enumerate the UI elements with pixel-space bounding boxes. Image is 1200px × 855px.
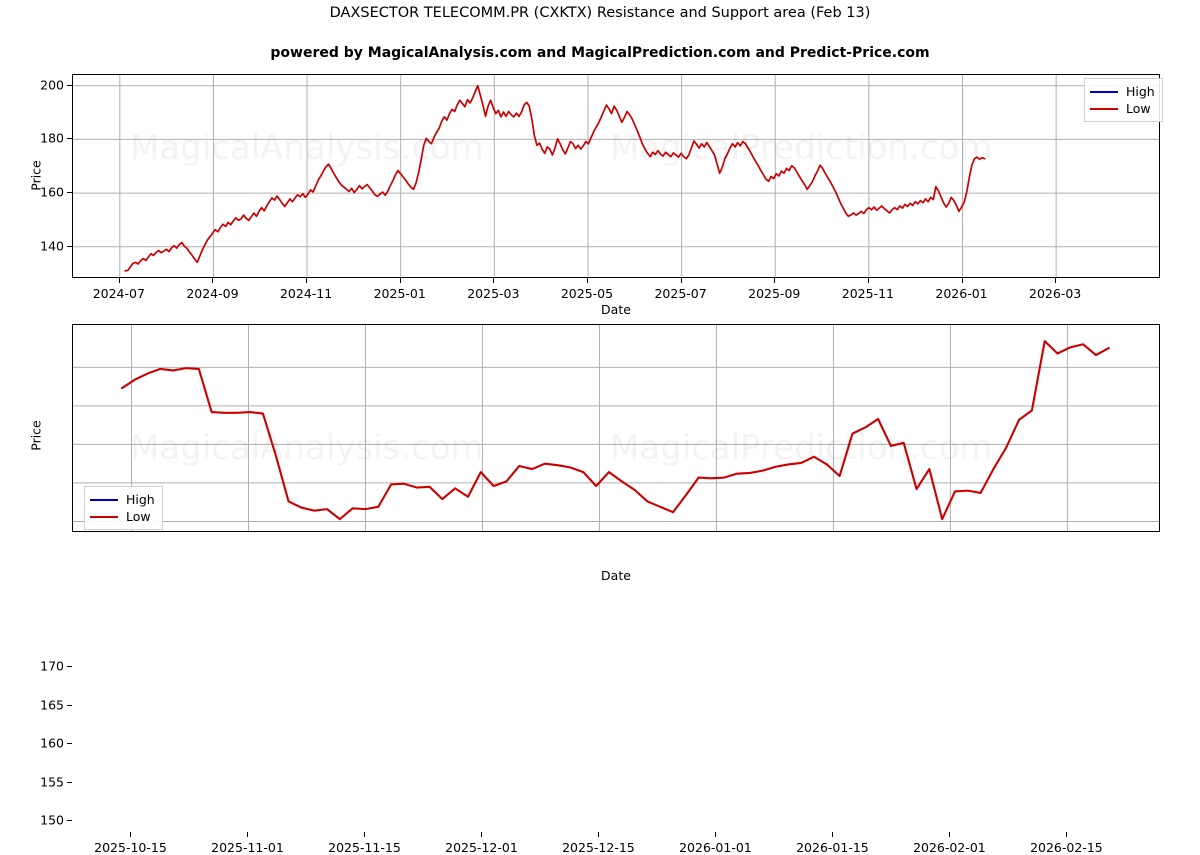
upper-chart-panel: Price Date 140 160 180 200 2024-07 2024-09 202… [0, 0, 1200, 317]
x-tick-label: 2026-03 [1029, 286, 1082, 301]
x-tick-mark [306, 278, 308, 283]
y-tick-label: 165 [40, 697, 64, 713]
legend-swatch-high [1090, 90, 1118, 93]
y-tick-mark [67, 820, 72, 822]
legend-label-low: Low [126, 509, 151, 524]
y-tick-label: 150 [40, 812, 64, 828]
y-tick-label: 200 [40, 77, 64, 93]
upper-legend[interactable]: High Low [1084, 78, 1163, 122]
x-tick-label: 2025-09 [748, 286, 801, 301]
x-tick-label: 2026-02-01 [913, 840, 986, 855]
x-tick-label: 2025-05 [560, 286, 614, 301]
legend-swatch-high [90, 498, 118, 501]
x-tick-label: 2025-11 [841, 286, 894, 301]
x-tick-label: 2025-12-01 [445, 840, 518, 855]
x-tick-label: 2025-11-01 [211, 840, 284, 855]
lower-legend[interactable]: High Low [84, 486, 163, 530]
x-tick-label: 2025-11-15 [328, 840, 401, 855]
legend-item-low[interactable]: Low [1090, 100, 1155, 117]
x-tick-label: 2025-12-15 [562, 840, 635, 855]
x-tick-label: 2025-07 [654, 286, 707, 301]
y-tick-mark [67, 245, 72, 247]
upper-plot-area [72, 74, 1160, 278]
x-tick-label: 2026-01-15 [796, 840, 869, 855]
x-tick-mark [832, 832, 834, 837]
x-tick-label: 2025-01 [373, 286, 426, 301]
y-tick-mark [67, 192, 72, 194]
y-tick-label: 160 [40, 735, 64, 751]
legend-swatch-low [1090, 107, 1118, 110]
legend-label-high: High [1126, 84, 1155, 99]
x-tick-mark [130, 832, 132, 837]
x-tick-mark [212, 278, 214, 283]
x-tick-mark [867, 278, 869, 283]
lower-chart-panel: Price Date 150 155 160 165 170 2025-10-15 2025… [0, 300, 1200, 855]
y-tick-label: 140 [40, 238, 64, 254]
x-tick-label: 2024-11 [279, 286, 333, 301]
legend-label-low: Low [1126, 101, 1151, 116]
x-tick-label: 2026-01-01 [679, 840, 752, 855]
watermark-left-upper: MagicalAnalysis.com [130, 128, 484, 168]
lower-y-axis-label: Price [28, 420, 44, 451]
x-tick-mark [598, 832, 600, 837]
legend-item-low[interactable]: Low [90, 508, 155, 525]
x-tick-mark [774, 278, 776, 283]
lower-plot-area [72, 324, 1160, 532]
x-tick-label: 2026-01 [935, 286, 988, 301]
x-tick-mark [680, 278, 682, 283]
x-tick-mark [961, 278, 963, 283]
watermark-right-lower: MagicalPrediction.com [610, 428, 993, 468]
x-tick-mark [364, 832, 366, 837]
x-tick-label: 2025-03 [467, 286, 520, 301]
x-tick-label: 2025-10-15 [94, 840, 167, 855]
x-tick-label: 2024-09 [186, 286, 239, 301]
page-title: DAXSECTOR TELECOMM.PR (CXKTX) Resistance… [329, 5, 871, 21]
x-tick-mark [1066, 832, 1068, 837]
y-tick-label: 180 [40, 130, 64, 146]
x-tick-mark [399, 278, 401, 283]
y-tick-mark [67, 666, 72, 668]
watermark-left-lower: MagicalAnalysis.com [130, 428, 484, 468]
y-tick-label: 155 [40, 774, 64, 790]
y-tick-mark [67, 781, 72, 783]
legend-item-high[interactable]: High [90, 491, 155, 508]
x-tick-label: 2024-07 [92, 286, 145, 301]
legend-label-high: High [126, 492, 155, 507]
x-tick-mark [247, 832, 249, 837]
y-tick-mark [67, 743, 72, 745]
x-tick-mark [481, 832, 483, 837]
x-tick-mark [586, 278, 588, 283]
x-tick-label: 2026-02-15 [1030, 840, 1103, 855]
page-subtitle: powered by MagicalAnalysis.com and Magic… [270, 45, 930, 61]
y-tick-label: 160 [40, 184, 64, 200]
y-tick-mark [67, 138, 72, 140]
y-tick-mark [67, 84, 72, 86]
x-tick-mark [949, 832, 951, 837]
upper-x-axis-label: Date [601, 302, 631, 317]
lower-x-axis-label: Date [601, 568, 631, 583]
x-tick-mark [493, 278, 495, 283]
y-tick-label: 170 [40, 658, 64, 674]
x-tick-mark [1055, 278, 1057, 283]
watermark-right-upper: MagicalPrediction.com [610, 128, 993, 168]
x-tick-mark [118, 278, 120, 283]
legend-swatch-low [90, 515, 118, 518]
x-tick-mark [715, 832, 717, 837]
y-tick-mark [67, 704, 72, 706]
legend-item-high[interactable]: High [1090, 83, 1155, 100]
upper-y-axis-label: Price [28, 160, 44, 191]
